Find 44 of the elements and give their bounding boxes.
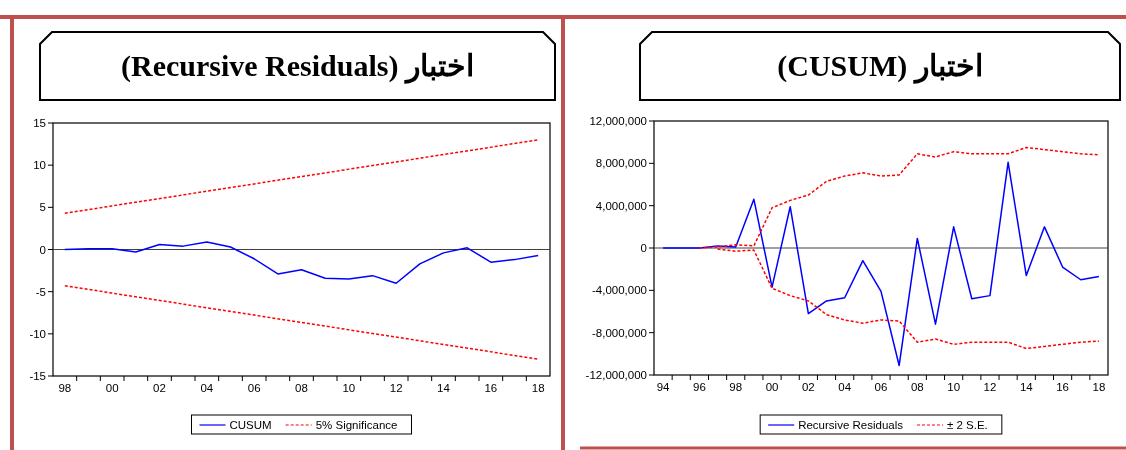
- y-tick-label: 12,000,000: [589, 115, 647, 127]
- x-tick-label: 98: [729, 381, 743, 393]
- x-tick-label: 02: [153, 382, 166, 394]
- x-tick-label: 08: [295, 382, 308, 394]
- x-tick-label: 02: [801, 381, 815, 393]
- x-tick-label: 04: [200, 382, 214, 394]
- x-tick-label: 14: [1019, 381, 1034, 393]
- y-tick-label: 4,000,000: [595, 199, 647, 212]
- y-tick-label: -15: [29, 370, 46, 382]
- x-tick-label: 94: [656, 381, 671, 393]
- x-tick-label: 06: [874, 381, 888, 393]
- x-tick-label: 98: [58, 382, 72, 394]
- y-tick-label: 15: [33, 117, 46, 129]
- y-tick-label: -10: [29, 327, 46, 340]
- legend-label: Recursive Residuals: [798, 419, 904, 431]
- x-tick-label: 18: [1092, 381, 1106, 393]
- x-tick-label: 12: [983, 381, 997, 393]
- y-tick-label: -4,000,000: [592, 284, 647, 297]
- legend-label: CUSUM: [229, 419, 272, 431]
- y-tick-label: 0: [39, 243, 46, 256]
- x-tick-label: 14: [437, 382, 451, 394]
- x-tick-label: 06: [247, 382, 261, 394]
- y-tick-label: 8,000,000: [595, 157, 647, 170]
- x-tick-label: 18: [531, 382, 545, 394]
- x-tick-label: 00: [765, 381, 779, 393]
- x-tick-label: 00: [105, 382, 119, 394]
- x-tick-label: 04: [838, 381, 852, 393]
- x-tick-label: 10: [342, 382, 356, 394]
- legend-label: ± 2 S.E.: [946, 419, 988, 431]
- x-tick-label: 16: [484, 382, 498, 394]
- y-tick-label: 5: [39, 201, 46, 214]
- legend-label: 5% Significance: [315, 419, 398, 431]
- x-tick-label: 08: [910, 381, 924, 393]
- y-tick-label: 0: [640, 242, 647, 254]
- y-tick-label: -12,000,000: [585, 369, 647, 381]
- x-tick-label: 12: [389, 382, 403, 394]
- x-tick-label: 96: [693, 381, 706, 393]
- y-tick-label: 10: [33, 159, 46, 172]
- chart-title: اختبار (Recursive Residuals): [121, 49, 474, 84]
- y-tick-label: -8,000,000: [592, 326, 647, 339]
- x-tick-label: 16: [1056, 381, 1069, 393]
- x-tick-label: 10: [947, 381, 961, 393]
- chart-title: اختبار (CUSUM): [777, 49, 983, 84]
- y-tick-label: -5: [35, 285, 46, 298]
